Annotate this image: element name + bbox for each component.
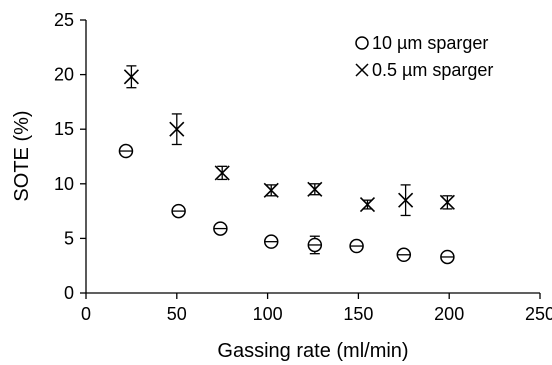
x-tick-label: 200 — [434, 304, 464, 324]
x-tick-label: 250 — [525, 304, 552, 324]
series-layer — [118, 65, 455, 265]
y-axis-title: SOTE (%) — [11, 110, 33, 201]
data-point-cross — [307, 181, 323, 197]
x-tick-label: 100 — [253, 304, 283, 324]
data-point-cross — [123, 69, 139, 85]
y-tick-label: 5 — [64, 228, 74, 248]
data-point-cross — [398, 192, 414, 208]
legend-marker-10um — [355, 36, 369, 50]
series-10um — [118, 143, 455, 265]
axes — [85, 20, 540, 294]
y-tick-label: 25 — [54, 10, 74, 30]
y-tick-label: 20 — [54, 65, 74, 85]
y-ticks: 0 5 10 15 20 25 — [54, 10, 86, 303]
x-ticks: 0 50 100 150 200 250 — [81, 293, 552, 324]
legend-marker-05um — [355, 63, 369, 77]
x-tick-label: 0 — [81, 304, 91, 324]
series-05um — [123, 65, 455, 217]
data-point-cross — [214, 165, 230, 181]
legend-label-05um: 0.5 µm sparger — [372, 60, 493, 80]
legend-label-10um: 10 µm sparger — [372, 33, 488, 53]
y-tick-label: 10 — [54, 174, 74, 194]
data-point-cross — [439, 194, 455, 210]
data-point-cross — [359, 196, 376, 213]
data-point-cross — [169, 121, 185, 137]
x-tick-label: 50 — [167, 304, 187, 324]
x-axis-title: Gassing rate (ml/min) — [217, 340, 408, 362]
legend: 10 µm sparger 0.5 µm sparger — [355, 33, 493, 80]
data-point-cross — [263, 182, 279, 198]
y-tick-label: 0 — [64, 283, 74, 303]
y-tick-label: 15 — [54, 119, 74, 139]
x-tick-label: 150 — [343, 304, 373, 324]
